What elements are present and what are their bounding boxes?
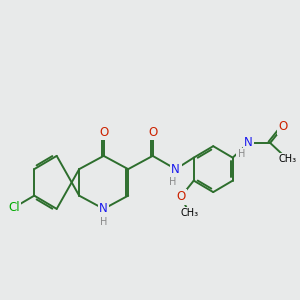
- Text: N: N: [171, 163, 180, 176]
- Text: N: N: [99, 202, 108, 215]
- Text: O: O: [176, 190, 185, 203]
- Text: H: H: [238, 149, 245, 159]
- Text: N: N: [244, 136, 253, 149]
- Text: CH₃: CH₃: [278, 154, 296, 164]
- Text: O: O: [148, 126, 157, 139]
- Text: Cl: Cl: [8, 201, 20, 214]
- Text: H: H: [169, 177, 176, 188]
- Text: H: H: [100, 217, 107, 227]
- Text: O: O: [99, 126, 108, 139]
- Text: O: O: [278, 120, 288, 133]
- Text: CH₃: CH₃: [180, 208, 199, 218]
